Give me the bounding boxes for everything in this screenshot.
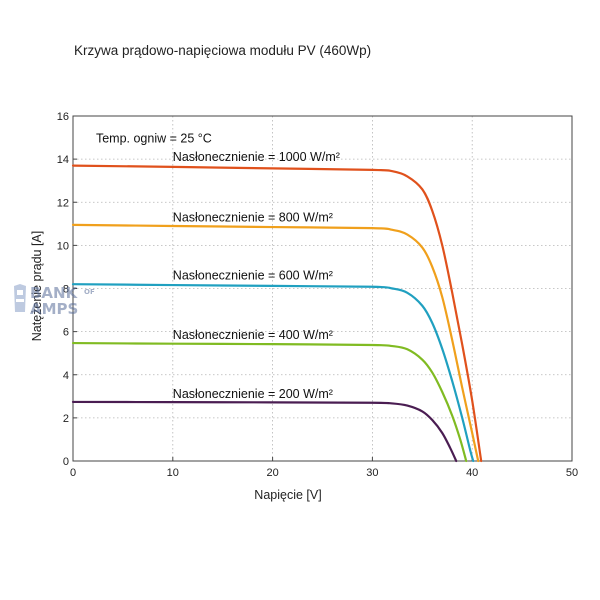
lighthouse-icon [14,284,26,312]
series-line [71,164,483,463]
series-label: Nasłonecznienie = 800 W/m² [173,210,333,224]
y-tick-label: 14 [57,154,69,166]
svg-text:AMPS: AMPS [30,300,78,318]
axis-ticks: 0 10 20 30 40 50 0 2 4 6 8 10 12 14 16 [57,111,578,479]
series-label: Nasłonecznienie = 600 W/m² [173,269,333,283]
grid-lines [73,116,572,461]
y-tick-label: 6 [63,327,69,339]
svg-text:OF: OF [84,288,95,296]
x-tick-label: 10 [167,467,179,479]
y-tick-label: 2 [63,413,69,425]
x-tick-label: 50 [566,467,578,479]
y-tick-label: 10 [57,240,69,252]
series-label: Nasłonecznienie = 1000 W/m² [173,150,340,164]
chart-title: Krzywa prądowo-napięciowa modułu PV (460… [74,43,372,58]
x-tick-label: 40 [466,467,478,479]
series-lines [71,164,483,463]
y-tick-label: 4 [63,370,69,382]
y-tick-label: 0 [63,456,69,468]
series-labels: Nasłonecznienie = 1000 W/m² Nasłonecznien… [173,150,340,401]
bank-of-amps-watermark-logo: BANK OF AMPS [14,284,95,318]
y-axis-label: Natężenie prądu [A] [30,231,44,342]
y-tick-label: 16 [57,111,69,123]
x-tick-label: 0 [70,467,76,479]
series-line [71,341,468,463]
series-line [71,400,458,463]
series-line [71,283,475,463]
x-tick-label: 20 [266,467,278,479]
x-axis-label: Napięcie [V] [254,488,321,502]
series-label: Nasłonecznienie = 400 W/m² [173,328,333,342]
y-tick-label: 12 [57,197,69,209]
y-tick-label: 8 [63,284,69,296]
x-tick-label: 30 [366,467,378,479]
series-label: Nasłonecznienie = 200 W/m² [173,387,333,401]
series-line [71,223,480,463]
temperature-annotation: Temp. ogniw = 25 °C [96,132,212,146]
svg-text:BANK: BANK [30,284,79,302]
